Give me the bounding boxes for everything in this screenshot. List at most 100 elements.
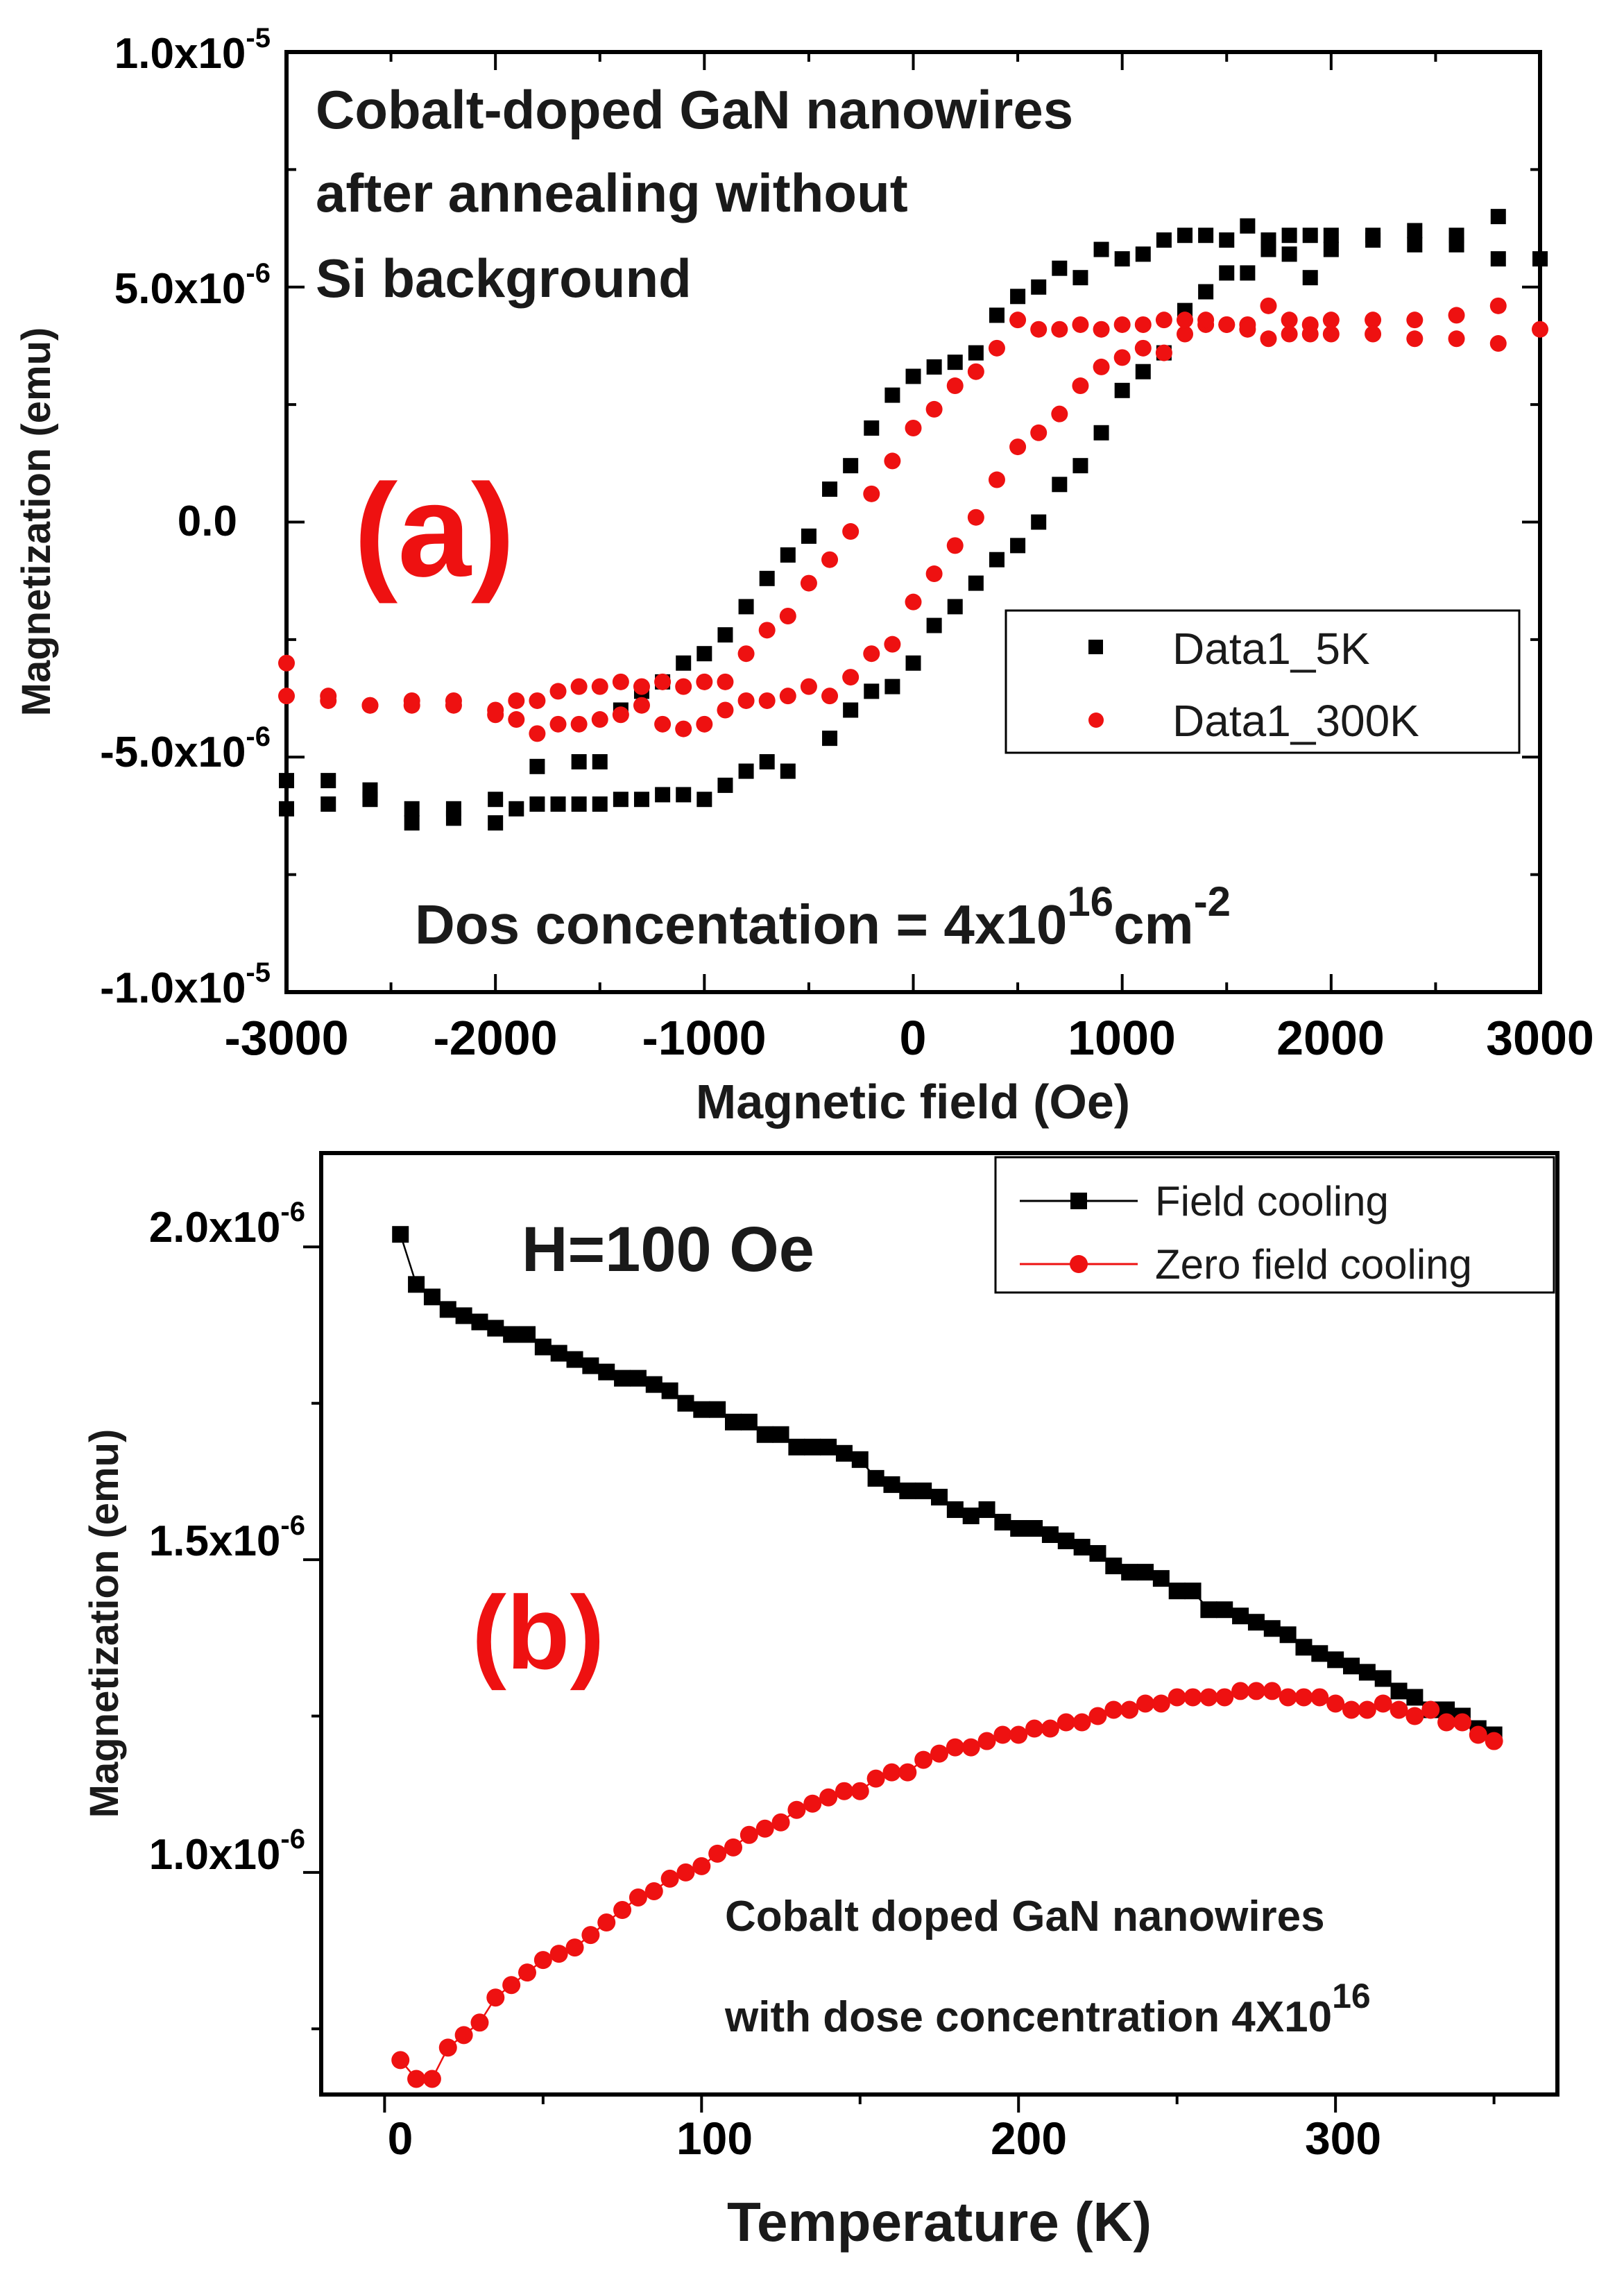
chart-a-point-300k [925,400,943,418]
chart-a-point-5k [759,570,775,586]
chart-b-point-zero-field-cooling [391,2051,410,2070]
chart-a-point-300k [967,509,984,526]
chart-a-y-tick-label: -1.0x10-5 [100,957,271,1012]
chart-b-point-field-cooling [1057,1533,1075,1550]
chart-a-y-tick-label: 0.0 [178,497,237,545]
chart-a-point-300k [549,715,567,733]
chart-b-ticks [303,1245,1496,2113]
chart-a-point-5k [1240,265,1256,281]
chart-a-point-300k [696,673,713,690]
chart-b-point-field-cooling [1105,1558,1122,1575]
chart-b-point-zero-field-cooling [1152,1694,1170,1713]
chart-b-point-zero-field-cooling [914,1750,933,1769]
chart-a-point-5k [1532,251,1548,267]
chart-b-point-zero-field-cooling [755,1819,774,1838]
chart-b-point-field-cooling [598,1363,615,1381]
chart-b-point-zero-field-cooling [930,1744,948,1763]
chart-b-point-zero-field-cooling [597,1913,616,1932]
chart-b: 2.0x10-6 1.5x10-6 1.0x10-6 0 100 200 300… [82,1151,1559,2253]
chart-b-point-field-cooling [519,1326,536,1343]
chart-a-point-300k [570,715,588,733]
chart-b-x-tick-label: 300 [1305,2113,1381,2164]
chart-b-point-field-cooling [835,1444,853,1462]
chart-b-point-zero-field-cooling [882,1763,901,1782]
chart-b-point-zero-field-cooling [1405,1707,1424,1725]
chart-b-legend-marker-circle [1070,1255,1088,1273]
chart-a-point-300k [884,636,901,653]
chart-a-point-300k [1051,321,1068,338]
chart-a-point-5k [1031,279,1047,295]
chart-a-annotation-line: after annealing without [316,162,908,223]
chart-a-point-5k [780,763,796,779]
chart-a-point-5k [362,792,378,808]
chart-a-point-5k [1177,228,1193,244]
chart-b-point-field-cooling [756,1426,773,1443]
chart-a-point-5k [655,787,671,803]
chart-b-point-zero-field-cooling [708,1844,727,1863]
chart-a-point-300k [1051,405,1068,423]
chart-b-x-tick-labels: 0 100 200 300 [388,2113,1381,2164]
chart-a-points [278,209,1548,831]
chart-a-point-300k [633,697,650,714]
chart-b-point-field-cooling [1247,1614,1265,1631]
chart-a-point-5k [1490,251,1506,267]
chart-a-point-5k [1010,289,1026,305]
chart-a-point-300k [946,377,964,395]
chart-b-point-field-cooling [661,1382,678,1399]
chart-b-point-zero-field-cooling [787,1800,806,1819]
chart-b-point-zero-field-cooling [518,1963,536,1982]
chart-b-point-zero-field-cooling [1390,1700,1408,1719]
chart-b-y-axis-label: Magnetization (emu) [82,1429,127,1818]
chart-a-point-5k [1219,265,1235,281]
chart-a-ticks [285,51,1541,993]
chart-b-point-zero-field-cooling [1469,1725,1487,1744]
chart-a-point-5k [696,646,712,662]
chart-b-point-zero-field-cooling [470,2013,489,2032]
chart-a-point-5k [676,655,692,671]
chart-b-point-field-cooling [962,1507,980,1524]
chart-b-y-tick-labels: 2.0x10-6 1.5x10-6 1.0x10-6 [149,1197,305,1879]
chart-a-x-tick-label: 0 [900,1011,927,1065]
chart-b-point-field-cooling [725,1413,742,1431]
chart-a-point-300k [633,678,650,695]
chart-b-point-field-cooling [1390,1682,1408,1700]
chart-b-legend: Field cooling Zero field cooling [994,1156,1555,1294]
chart-b-point-field-cooling [645,1376,663,1393]
chart-b-point-zero-field-cooling [1168,1688,1186,1707]
chart-a-point-5k [488,815,504,831]
chart-a-point-5k [1114,251,1130,267]
chart-b-y-tick-label: 2.0x10-6 [149,1197,305,1252]
chart-b-point-field-cooling [804,1438,821,1456]
chart-a-point-300k [863,485,880,502]
chart-a-point-5k [529,758,545,774]
chart-b-point-zero-field-cooling [1041,1719,1059,1738]
chart-a-point-300k [717,673,734,690]
chart-a-point-5k [1156,232,1172,248]
chart-a-point-300k [529,725,546,742]
chart-a-point-300k [1093,321,1110,338]
chart-a-point-300k [800,678,817,695]
chart-b-points [391,1226,1503,2088]
chart-b-point-zero-field-cooling [692,1857,711,1875]
chart-a-point-5k [801,528,817,544]
chart-a-point-300k [842,523,860,540]
chart-a-point-5k [1281,246,1297,262]
chart-a-point-300k [1009,438,1027,456]
chart-b-point-zero-field-cooling [1263,1682,1281,1700]
chart-b-point-zero-field-cooling [613,1901,632,1920]
chart-a-point-300k [1072,316,1089,333]
chart-b-point-field-cooling [455,1307,472,1324]
chart-a-point-300k [821,551,839,568]
chart-b-point-zero-field-cooling [1025,1719,1044,1738]
chart-a-point-5k [822,481,838,497]
chart-a-point-5k [989,552,1005,568]
chart-a-point-300k [320,692,337,709]
chart-a-point-5k [926,617,942,633]
chart-b-point-field-cooling [1232,1607,1249,1625]
chart-b-point-zero-field-cooling [533,1951,552,1970]
chart-a-point-5k [279,773,294,789]
chart-a-point-5k [1093,425,1109,441]
chart-a-annotation-line: Si background [316,248,692,309]
chart-a-point-5k [508,801,524,817]
chart-a-point-5k [968,575,984,591]
